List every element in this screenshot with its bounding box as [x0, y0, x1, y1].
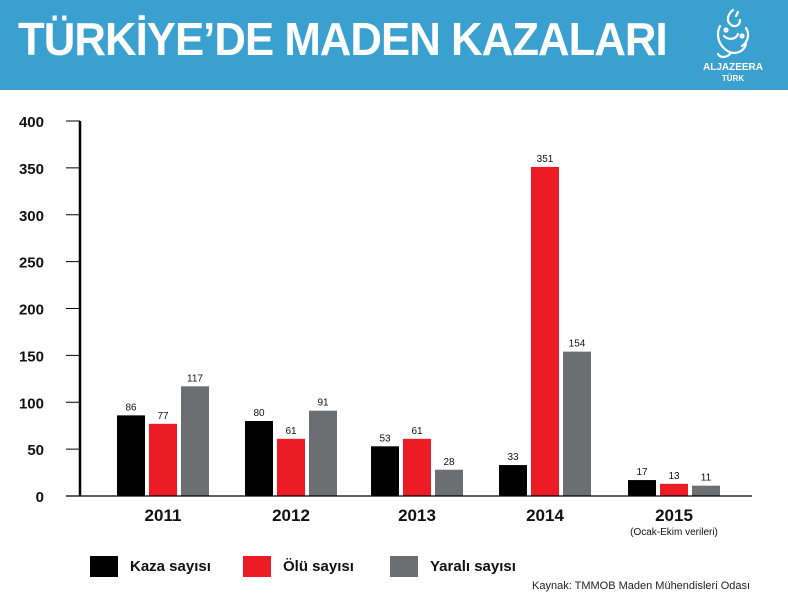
y-tick-label: 200 — [19, 302, 44, 319]
y-tick-label: 0 — [36, 489, 44, 506]
bar-2012-series-0 — [245, 421, 273, 496]
data-label: 61 — [285, 426, 297, 437]
y-tick-label: 150 — [19, 348, 44, 365]
logo-sub-text: TÜRK — [721, 74, 745, 83]
y-tick-label: 250 — [19, 255, 44, 272]
x-tick-label: 2015 — [655, 506, 693, 525]
page-title: TÜRKİYE’DE MADEN KAZALARI — [18, 13, 668, 65]
logo: ALJAZEERA TÜRK — [690, 6, 776, 86]
bar-2014-series-0 — [499, 465, 527, 496]
legend-label-olu: Ölü sayısı — [283, 558, 354, 575]
data-label: 91 — [317, 398, 329, 409]
data-label: 154 — [569, 339, 586, 350]
data-label: 61 — [411, 426, 423, 437]
bar-2013-series-2 — [435, 469, 463, 496]
y-tick-label: 50 — [27, 442, 44, 459]
legend-swatch-olu — [243, 556, 271, 577]
bar-2014-series-1 — [531, 166, 559, 496]
data-label: 77 — [157, 411, 169, 422]
bar-2011-series-1 — [149, 423, 177, 496]
y-tick-label: 350 — [19, 161, 44, 178]
bar-2015-series-2 — [692, 485, 720, 496]
bar-2012-series-1 — [277, 438, 305, 496]
source-note: Kaynak: TMMOB Maden Mühendisleri Odası — [532, 580, 751, 592]
logo-brand-text: ALJAZEERA — [702, 62, 763, 73]
data-label: 13 — [668, 471, 680, 482]
legend-swatch-yarali — [390, 556, 418, 577]
data-label: 53 — [379, 433, 391, 444]
al-jazeera-calligraphy-logo-icon — [716, 8, 750, 59]
bar-2014-series-2 — [563, 351, 591, 496]
x-tick-note: (Ocak-Ekim verileri) — [630, 527, 718, 538]
data-label: 351 — [537, 154, 554, 165]
bar-2011-series-2 — [181, 386, 209, 496]
x-tick-label: 2011 — [145, 506, 182, 525]
bar-2015-series-0 — [628, 480, 656, 496]
data-label: 117 — [187, 373, 203, 384]
data-label: 33 — [507, 452, 519, 463]
bar-2011-series-0 — [117, 415, 145, 496]
legend-swatch-kaza — [90, 556, 118, 577]
y-tick-label: 400 — [19, 114, 44, 131]
bar-2015-series-1 — [660, 483, 688, 496]
data-label: 11 — [701, 473, 712, 484]
y-tick-label: 100 — [19, 395, 44, 412]
x-tick-label: 2014 — [526, 506, 564, 525]
bar-2013-series-1 — [403, 438, 431, 496]
x-tick-label: 2013 — [398, 506, 436, 525]
bar-2012-series-2 — [309, 410, 337, 496]
y-tick-label: 300 — [19, 208, 44, 225]
bar-2013-series-0 — [371, 446, 399, 496]
data-label: 86 — [125, 402, 137, 413]
legend-label-kaza: Kaza sayısı — [130, 558, 211, 575]
data-label: 28 — [443, 457, 455, 468]
data-label: 80 — [253, 408, 265, 419]
header-banner: TÜRKİYE’DE MADEN KAZALARI ALJAZEERA TÜRK — [0, 0, 788, 90]
data-label: 17 — [636, 467, 648, 478]
legend-label-yarali: Yaralı sayısı — [430, 558, 516, 575]
x-tick-label: 2012 — [272, 506, 310, 525]
